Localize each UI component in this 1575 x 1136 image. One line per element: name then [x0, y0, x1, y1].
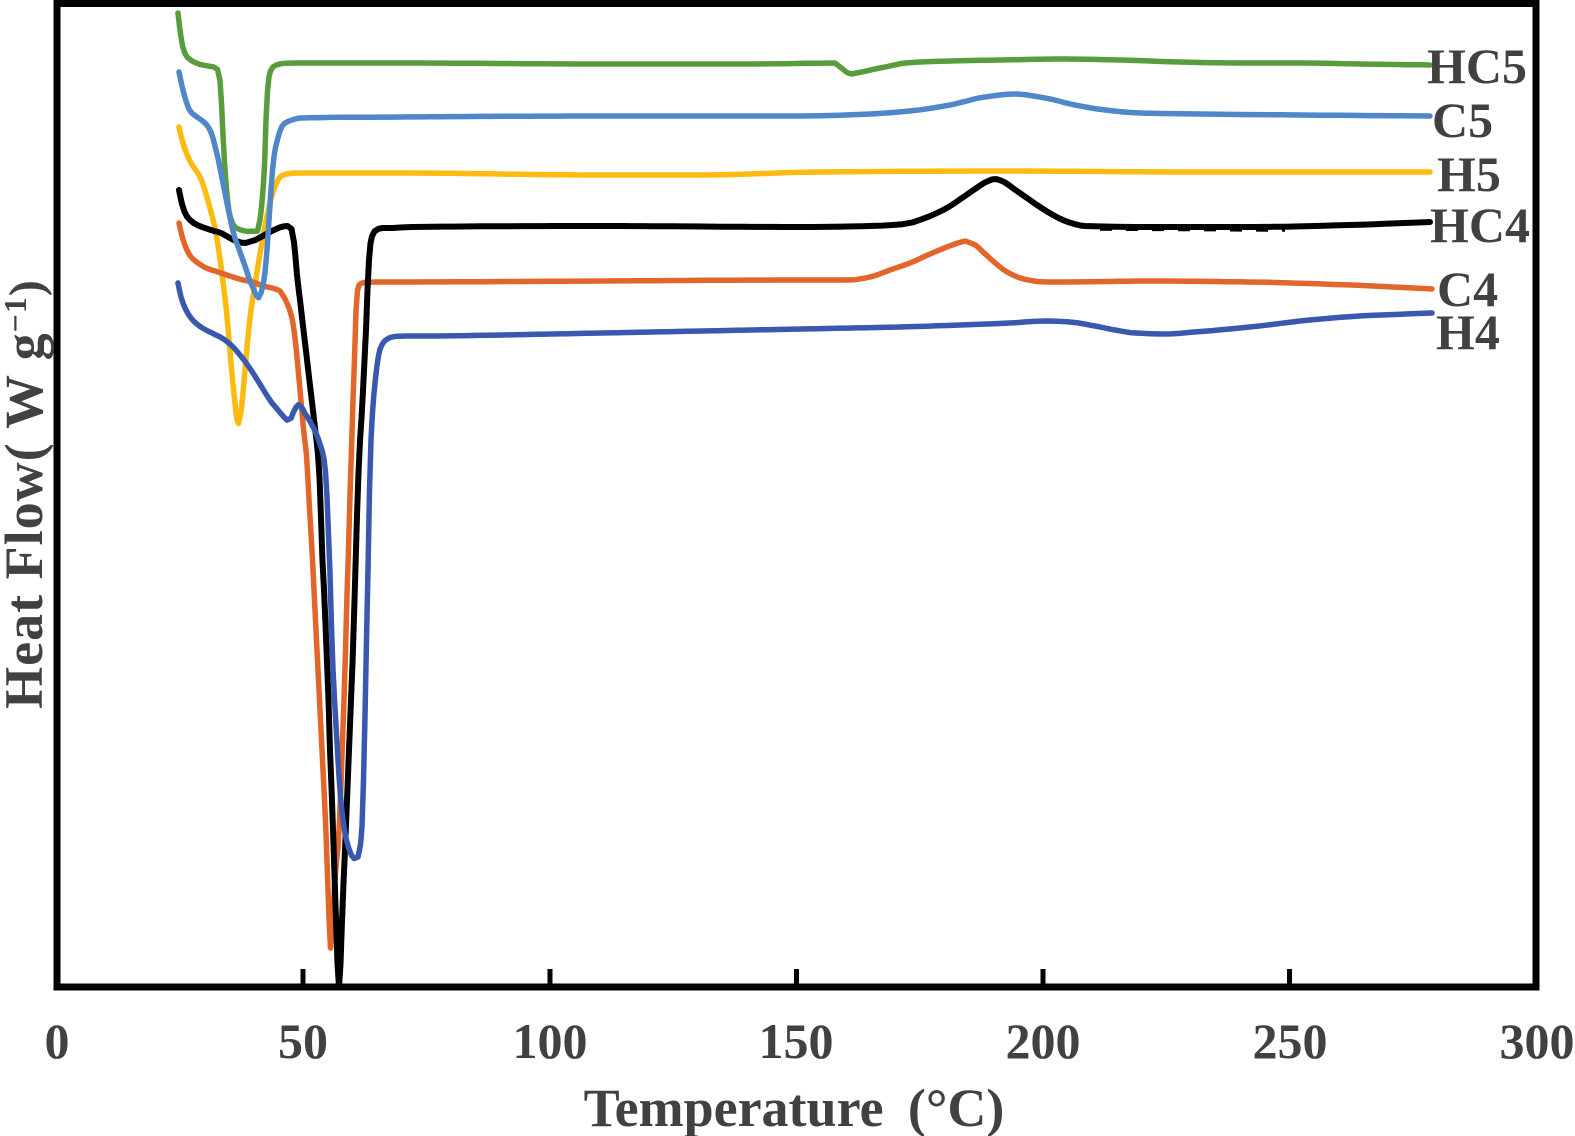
- svg-text:C5: C5: [1432, 92, 1493, 148]
- svg-text:0: 0: [45, 1013, 70, 1069]
- svg-text:50: 50: [278, 1013, 328, 1069]
- svg-text:100: 100: [513, 1013, 588, 1069]
- svg-text:HC4: HC4: [1430, 197, 1530, 253]
- svg-text:250: 250: [1253, 1013, 1328, 1069]
- svg-text:150: 150: [759, 1013, 834, 1069]
- svg-text:HC5: HC5: [1427, 38, 1527, 94]
- svg-text:H4: H4: [1436, 304, 1500, 360]
- svg-text:Heat Flow( W g−1): Heat Flow( W g−1): [0, 279, 54, 709]
- svg-text:Temperature (°C): Temperature (°C): [584, 1078, 1005, 1136]
- svg-text:H5: H5: [1437, 146, 1501, 202]
- svg-text:300: 300: [1500, 1013, 1575, 1069]
- svg-text:C4: C4: [1437, 261, 1498, 317]
- svg-text:200: 200: [1006, 1013, 1081, 1069]
